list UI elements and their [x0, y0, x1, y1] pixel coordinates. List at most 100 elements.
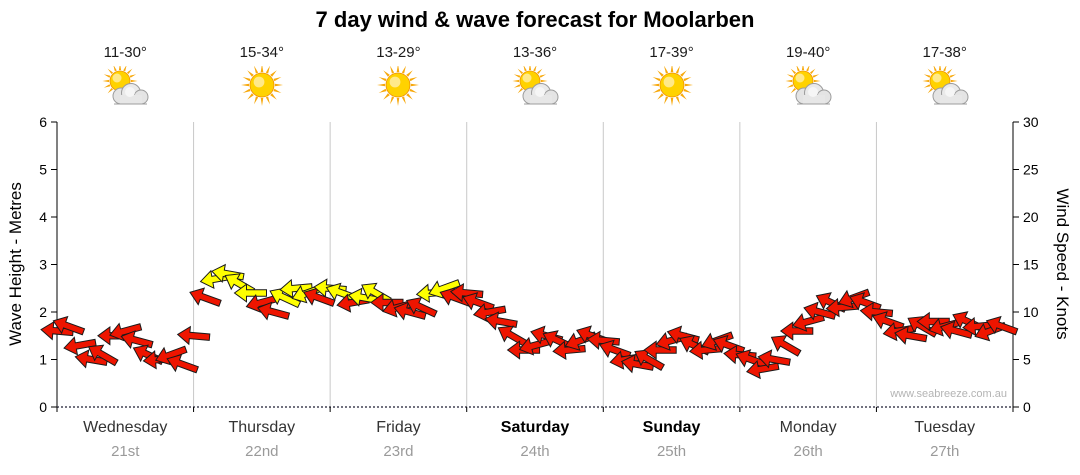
sun-ray: [949, 74, 956, 78]
sun-ray: [683, 88, 691, 93]
sun-ray: [383, 70, 391, 77]
sun-ray: [675, 96, 680, 105]
sun-ray: [933, 64, 937, 72]
day-name-label: Wednesday: [83, 419, 168, 436]
wind-axis-tick-label: 10: [1023, 304, 1039, 320]
sun-ray: [102, 79, 110, 83]
sun-ray: [670, 64, 673, 73]
wind-arrow: [87, 344, 119, 367]
day-temperature-range: 15-34°: [239, 44, 285, 61]
sun-ray: [383, 93, 391, 100]
day-name-label: Saturday: [500, 419, 570, 436]
sun-cloud-icon: [102, 63, 149, 105]
sun-ray: [104, 74, 111, 78]
sun-ray: [406, 70, 414, 77]
wind-arrow: [746, 359, 780, 380]
sun-highlight: [522, 73, 532, 83]
cloud-highlight: [535, 87, 545, 97]
sun-ray: [528, 63, 532, 71]
sun-ray: [260, 64, 264, 73]
sun-ray: [131, 79, 138, 83]
sun-ray: [513, 74, 521, 78]
sun-ray: [663, 96, 668, 105]
sun-cloud-icon: [922, 63, 969, 105]
wind-arrow: [552, 340, 586, 361]
cloud-base: [939, 95, 962, 104]
sun-ray: [104, 84, 111, 88]
sun-ray: [377, 83, 386, 87]
wind-arrow: [279, 278, 313, 299]
sun-highlight: [112, 73, 122, 83]
wave-axis-tick-label: 1: [39, 352, 47, 368]
wind-arrow: [63, 336, 97, 356]
sun-ray: [402, 96, 407, 105]
sun-ray: [406, 93, 414, 100]
sun-ray: [265, 65, 270, 74]
sun-ray: [950, 79, 958, 83]
wind-axis-tick-label: 20: [1023, 209, 1039, 225]
sun-ray: [923, 84, 931, 88]
sun-icon: [650, 64, 693, 106]
sun-ray: [379, 77, 387, 82]
cloud-highlight: [944, 87, 955, 97]
sun-ray: [533, 64, 537, 72]
day-name-label: Monday: [779, 419, 837, 436]
wind-axis-tick-label: 25: [1023, 162, 1039, 178]
sun-ray: [540, 79, 548, 83]
weather-icon-wrap: [373, 64, 423, 110]
sun-ray: [652, 88, 661, 93]
sun-icon: [377, 64, 420, 106]
weather-icon-wrap: [237, 64, 287, 110]
cloud-highlight: [125, 87, 136, 97]
sun-ray: [513, 84, 521, 88]
sun-ray: [274, 83, 283, 87]
wave-axis-tick-label: 6: [39, 114, 47, 130]
sun-ray: [679, 93, 687, 100]
sun-ray: [517, 88, 523, 94]
cloud: [795, 83, 832, 105]
wave-axis-tick-label: 3: [39, 257, 47, 273]
day-name-label: Thursday: [228, 419, 296, 436]
sun-ray: [785, 79, 793, 83]
wave-axis-tick-label: 5: [39, 162, 47, 178]
wind-arrow: [361, 282, 392, 305]
sun-ray: [242, 88, 251, 93]
sun-ray: [270, 70, 277, 77]
sun-ray: [240, 83, 249, 87]
wind-arrow: [256, 301, 291, 321]
wind-arrow: [472, 302, 507, 323]
wave-axis-tick-label: 4: [39, 209, 47, 225]
sun-ray: [247, 70, 254, 77]
day-date-label: 23rd: [383, 443, 414, 460]
wind-arrow: [985, 315, 1019, 336]
wind-arrow: [393, 301, 427, 321]
wind-arrow: [497, 325, 529, 348]
day-date-label: 26th: [793, 443, 823, 460]
day-temperature-range: 19-40°: [785, 44, 831, 61]
sun-highlight: [253, 76, 265, 88]
sun-ray: [656, 70, 664, 77]
wind-arrow: [871, 311, 905, 331]
sun-ray: [537, 68, 543, 74]
day-temperature-range: 17-38°: [922, 44, 967, 61]
wind-arrow: [643, 340, 677, 360]
sun-ray: [802, 63, 805, 71]
sun-ray: [390, 96, 395, 105]
sun-ray: [397, 64, 400, 73]
wind-arrow: [120, 330, 154, 350]
wind-arrow: [634, 349, 665, 371]
sun-ray: [684, 83, 693, 87]
wind-arrow: [894, 325, 928, 345]
day-date-label: 25th: [656, 443, 687, 460]
sun-highlight: [390, 76, 401, 88]
sun-ray: [113, 64, 118, 72]
sun-ray: [790, 88, 797, 94]
weather-icon-wrap: [920, 63, 970, 110]
wind-arrow: [598, 339, 632, 360]
sun-ray: [253, 65, 259, 74]
sun-ray: [265, 96, 270, 105]
chart-title: 7 day wind & wave forecast for Moolarben: [315, 7, 755, 32]
day-date-label: 24th: [520, 443, 550, 460]
